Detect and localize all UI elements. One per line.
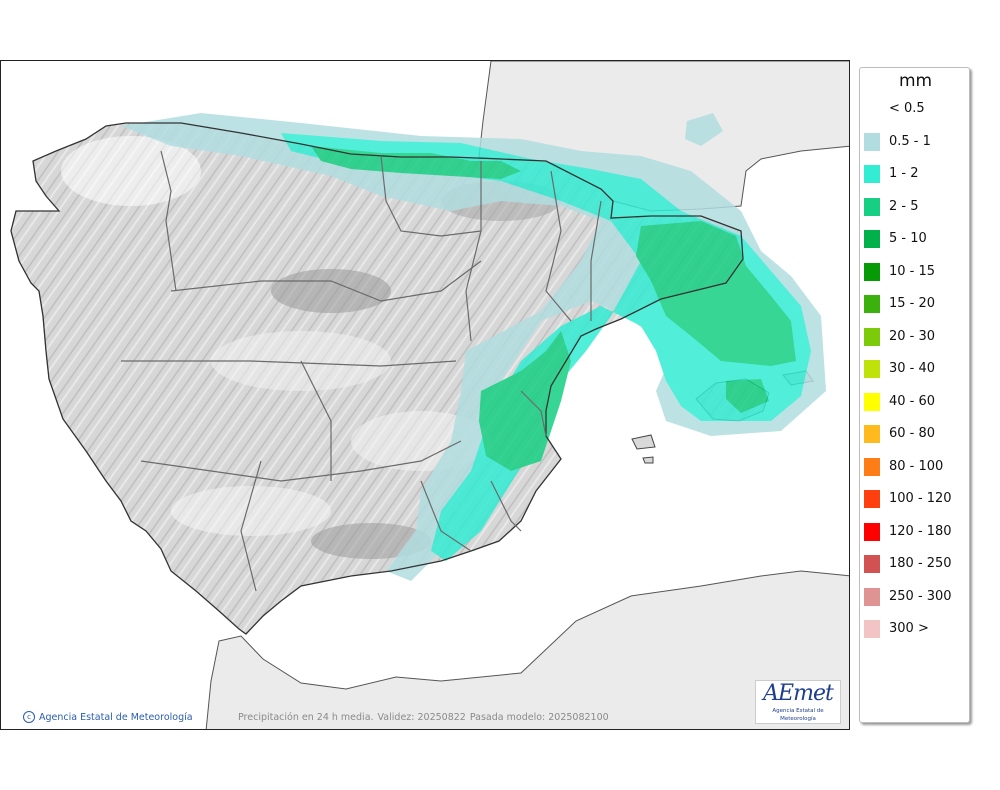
legend-label: 0.5 - 1 [889,133,931,149]
logo-wordmark: AEmet [763,681,834,706]
legend-row: 5 - 10 [860,229,971,249]
legend-row: 40 - 60 [860,392,971,412]
legend-row: 0.5 - 1 [860,132,971,152]
map-canvas [10,61,849,729]
legend-label: 250 - 300 [889,588,952,604]
precip-mallorca-core [726,379,769,413]
legend-swatch [864,197,880,216]
legend-swatch [864,587,880,606]
legend-label: 120 - 180 [889,523,952,539]
legend-swatch [864,392,880,411]
africa-land [205,570,849,729]
legend-label: 15 - 20 [889,296,936,311]
legend-row: 100 - 120 [860,489,971,509]
legend-label: 40 - 60 [889,393,936,409]
legend-unit: mm [898,71,933,91]
legend-row: 1 - 2 [860,164,971,184]
legend-swatch [864,327,880,346]
legend-row: 120 - 180 [860,522,971,542]
precipitation-map: c Agencia Estatal de Meteorología Precip… [0,60,850,730]
legend-label: 20 - 30 [889,328,936,344]
legend-swatch [864,490,880,508]
legend-label: 1 - 2 [889,166,919,181]
formentera-island [642,456,654,464]
legend-row: 80 - 100 [860,457,971,477]
caption-model-run: Pasada modelo: 2025082100 [469,712,609,723]
copyright-icon: c [23,711,35,723]
copyright-text: Agencia Estatal de Meteorología [39,711,193,723]
legend-row: 180 - 250 [860,554,971,574]
legend-row: 250 - 300 [860,587,971,607]
legend-swatch [864,230,880,248]
legend-label: 80 - 100 [889,458,944,474]
logo-subtitle: Agencia Estatal de Meteorología [772,708,824,722]
legend-swatch [864,262,880,281]
map-caption: Precipitación en 24 h media. Validez: 202… [238,712,613,723]
precipitation-overlay [121,113,826,581]
ibiza-island [631,434,656,450]
legend-swatch [864,425,880,443]
legend-label: 30 - 40 [889,361,936,376]
legend-swatch [864,522,880,541]
legend-label: < 0.5 [889,101,925,116]
legend-row: 30 - 40 [860,359,971,379]
legend-row: 10 - 15 [860,262,971,282]
legend-label: 100 - 120 [889,491,952,506]
region-borders [10,122,744,635]
legend-label: 60 - 80 [889,426,936,441]
legend-label: 10 - 15 [889,263,936,279]
caption-validity: Validez: 20250822 [377,712,466,723]
legend-label: 180 - 250 [889,556,952,571]
aemet-logo: AEmet Agencia Estatal de Meteorología [755,680,841,724]
caption-text: Precipitación en 24 h media. [238,712,374,723]
legend-swatch [864,620,880,638]
copyright-notice: c Agencia Estatal de Meteorología [23,711,193,723]
precip-valencia [479,331,571,471]
legend-swatch [864,295,880,313]
legend-row: 15 - 20 [860,294,971,314]
legend-row: 300 > [860,619,971,639]
legend-row: 2 - 5 [860,197,971,217]
legend-swatch [864,360,880,378]
legend-row: 20 - 30 [860,327,971,347]
precipitation-legend: mm < 0.5 0.5 - 1 1 - 2 2 - 5 5 - 10 10 - 15 15… [859,67,970,723]
legend-row: 60 - 80 [860,424,971,444]
legend-swatch [864,132,880,151]
legend-swatch [864,165,880,183]
legend-row: < 0.5 [860,99,971,119]
precip-menorca-blob [685,113,723,146]
legend-swatch [864,555,880,573]
legend-label: 2 - 5 [889,198,919,214]
precip-catalonia [636,221,796,366]
legend-label: 300 > [889,621,929,636]
legend-swatch [864,457,880,476]
legend-label: 5 - 10 [889,231,927,246]
